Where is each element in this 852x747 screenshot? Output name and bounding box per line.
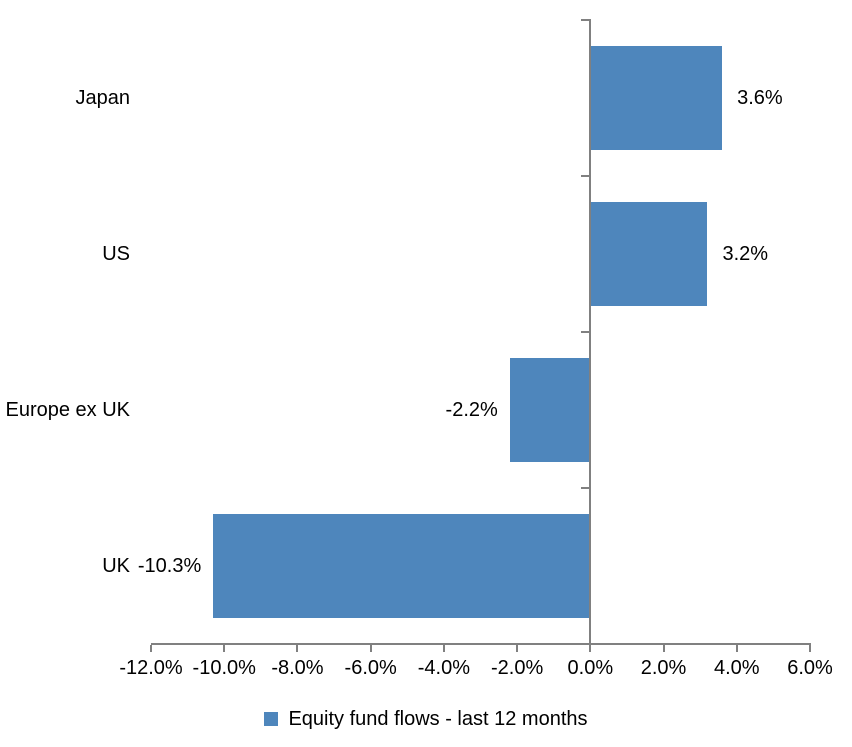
category-label-uk: UK	[102, 555, 130, 577]
category-label-us: US	[102, 243, 130, 265]
x-tick	[223, 645, 226, 652]
y-tick	[581, 175, 590, 177]
legend-swatch-icon	[264, 712, 279, 726]
value-label-japan: 3.6%	[737, 87, 783, 109]
y-axis-line	[589, 19, 592, 652]
bar-us	[590, 202, 708, 306]
bar-europe-ex-uk	[509, 358, 591, 462]
y-tick	[581, 487, 590, 489]
legend-label: Equity fund flows - last 12 months	[288, 708, 588, 730]
x-tick	[442, 645, 445, 652]
legend: Equity fund flows - last 12 months	[0, 706, 852, 732]
x-tick-label: -8.0%	[271, 657, 324, 679]
x-tick-label: -2.0%	[490, 657, 544, 679]
x-tick	[150, 645, 152, 652]
x-axis-line	[151, 643, 811, 645]
x-tick-label: 0.0%	[567, 657, 614, 679]
x-tick-label: -10.0%	[192, 657, 256, 679]
category-label-japan: Japan	[75, 87, 131, 109]
category-label-europe-ex-uk: Europe ex UK	[5, 399, 130, 421]
bar-japan	[590, 46, 723, 150]
y-tick	[581, 19, 590, 21]
x-tick	[296, 645, 299, 652]
x-tick	[809, 645, 811, 652]
x-tick-label: 6.0%	[787, 657, 833, 679]
x-tick	[662, 645, 665, 652]
x-tick-label: -12.0%	[119, 657, 183, 679]
x-tick	[589, 645, 592, 652]
x-tick	[735, 645, 738, 652]
x-tick-label: -4.0%	[417, 657, 470, 679]
x-tick-label: 2.0%	[640, 657, 687, 679]
x-tick-label: 4.0%	[713, 657, 760, 679]
x-tick-label: -6.0%	[344, 657, 397, 679]
x-tick	[516, 645, 519, 652]
x-tick	[369, 645, 372, 652]
y-tick	[581, 331, 590, 333]
value-label-europe-ex-uk: -2.2%	[445, 399, 498, 421]
value-label-uk: -10.3%	[137, 555, 202, 577]
bar-uk	[213, 514, 591, 618]
value-label-us: 3.2%	[722, 243, 769, 265]
